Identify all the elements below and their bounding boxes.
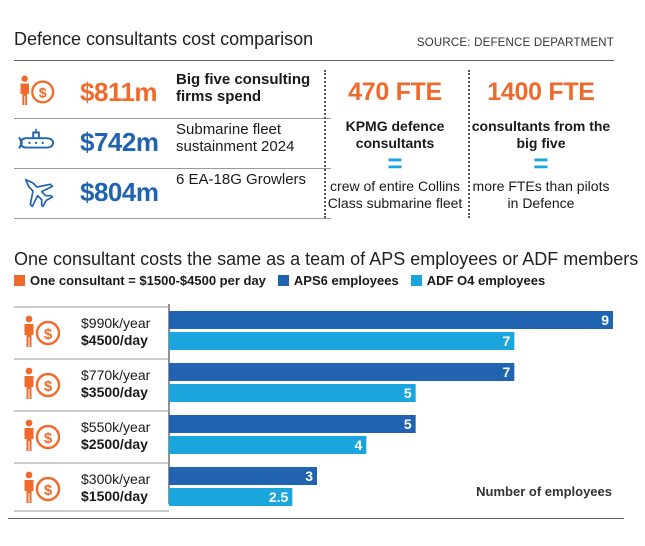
bar-adf-o4 (169, 436, 367, 454)
bar-value-label: 3 (305, 468, 313, 484)
fighter-jet-icon (24, 178, 54, 208)
svg-text:$: $ (44, 482, 53, 499)
bar-value-label: 4 (355, 437, 363, 453)
bar-value-label: 5 (404, 385, 412, 401)
source-label: SOURCE: DEFENCE DEPARTMENT (416, 37, 614, 49)
fte-note: more FTEs than pilots in Defence (472, 178, 610, 211)
page-title: Defence consultants cost comparison (14, 29, 314, 49)
bar-value-label: 7 (503, 333, 511, 349)
category-yearly-label: $550k/year (81, 419, 151, 435)
category-yearly-label: $770k/year (81, 367, 151, 383)
fte-value: 470 FTE (348, 78, 442, 106)
svg-text:$: $ (44, 326, 53, 343)
equals-sign: = (533, 148, 549, 178)
category-yearly-label: $990k/year (81, 315, 151, 331)
stat-row-big-five: $ $811m Big five consulting firms spend (14, 68, 331, 119)
equals-sign: = (387, 148, 403, 178)
category-daily-label: $4500/day (81, 332, 148, 348)
svg-text:$: $ (39, 86, 47, 102)
stat-amount: $804m (80, 177, 159, 207)
bar-value-label: 5 (404, 416, 412, 432)
bar-aps6 (169, 363, 515, 381)
legend-swatch (14, 275, 25, 286)
bar-adf-o4 (169, 332, 515, 350)
fte-block-big-five: 1400 FTE consultants from the big five =… (471, 78, 611, 212)
submarine-icon (18, 128, 55, 149)
legend-swatch (277, 275, 289, 286)
category-daily-label: $3500/day (81, 384, 148, 400)
stat-description: 6 EA-18G Growlers (176, 171, 307, 188)
section-title: One consultant costs the same as a team … (14, 249, 639, 269)
legend-label: APS6 employees (293, 273, 399, 288)
stat-divider (14, 168, 331, 169)
fte-note: crew of entire Collins Class submarine f… (327, 178, 463, 211)
legend-label: One consultant = $1500-$4500 per day (30, 273, 266, 288)
fte-block-kpmg: 470 FTE KPMG defence consultants = crew … (325, 78, 465, 212)
bar-aps6 (169, 311, 613, 329)
legend-item: APS6 employees (277, 273, 399, 288)
fte-value: 1400 FTE (487, 78, 595, 106)
dotted-divider (324, 70, 326, 218)
category-yearly-label: $300k/year (81, 471, 151, 487)
stat-amount: $811m (80, 77, 158, 107)
consultant-dollar-icon: $ (24, 419, 61, 451)
bar-value-label: 9 (601, 312, 609, 328)
stat-divider (14, 218, 331, 219)
dotted-divider (468, 70, 470, 218)
top-divider (14, 60, 614, 61)
fte-subtitle: KPMG defence consultants (345, 118, 445, 151)
legend-item: One consultant = $1500-$4500 per day (14, 273, 266, 288)
bar-adf-o4 (169, 488, 293, 506)
legend-label: ADF O4 employees (426, 273, 546, 288)
category-daily-label: $2500/day (81, 436, 148, 452)
stat-row-growlers: $804m 6 EA-18G Growlers (14, 168, 331, 219)
stat-row-submarine: $742m Submarine fleet sustainment 2024 (14, 118, 331, 169)
fte-subtitle: consultants from the big five (471, 118, 611, 151)
bar-aps6 (169, 467, 317, 485)
svg-text:$: $ (44, 378, 53, 395)
consultant-dollar-icon: $ (24, 315, 61, 347)
bar-aps6 (169, 415, 416, 433)
x-axis-label: Number of employees (476, 484, 612, 499)
svg-text:$: $ (44, 430, 53, 447)
consultant-dollar-icon: $ (24, 471, 61, 503)
consultant-dollar-icon: $ (20, 75, 55, 106)
legend-swatch (410, 275, 422, 286)
consultant-dollar-icon: $ (24, 367, 61, 399)
stat-description: Big five consulting firms spend (176, 71, 311, 105)
bar-value-label: 7 (503, 364, 511, 380)
legend-item: ADF O4 employees (410, 273, 546, 288)
category-daily-label: $1500/day (81, 488, 148, 504)
stat-divider (14, 118, 331, 119)
bar-value-label: 2.5 (269, 489, 289, 505)
chart-legend: One consultant = $1500-$4500 per day APS… (14, 273, 557, 288)
bar-chart: $ $990k/year$4500/day 9 7 $ $770k/year$3500/d… (14, 304, 613, 512)
stat-amount: $742m (80, 127, 159, 157)
stat-description: Submarine fleet sustainment 2024 (176, 121, 295, 155)
bottom-divider (8, 518, 624, 519)
bar-adf-o4 (169, 384, 416, 402)
